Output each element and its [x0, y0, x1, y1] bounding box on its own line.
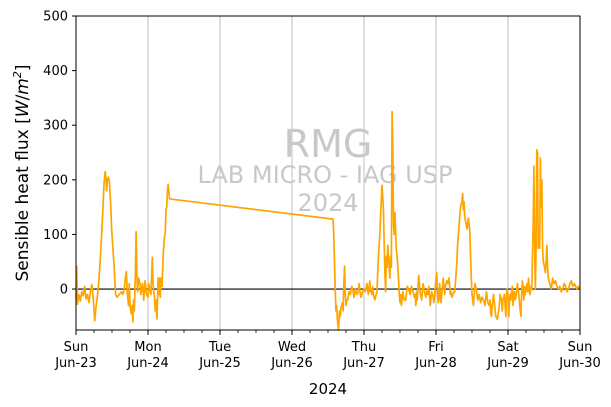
x-tick-date: Jun-29 — [486, 356, 529, 371]
y-tick-label: 500 — [43, 10, 68, 25]
y-axis-label-unit-sep: / — [13, 94, 33, 100]
watermark: RMG LAB MICRO - IAG USP 2024 — [197, 122, 452, 217]
x-tick-day: Sat — [497, 340, 518, 355]
watermark-title: RMG — [284, 122, 373, 166]
watermark-year: 2024 — [297, 189, 358, 217]
series-line — [75, 110, 581, 331]
x-tick-day: Wed — [278, 340, 306, 355]
x-axis-label: 2024 — [309, 380, 347, 398]
y-axis-label-unit-m: m — [13, 78, 33, 95]
x-tick-date: Jun-30 — [558, 356, 601, 371]
y-tick-label: 100 — [43, 228, 68, 243]
y-axis-label-text: Sensible heat flux [ — [13, 117, 33, 281]
x-tick-day: Thu — [351, 340, 376, 355]
y-axis-label-unit-exponent: 2 — [11, 71, 24, 78]
x-tick-date: Jun-25 — [198, 356, 241, 371]
x-tick-date: Jun-24 — [126, 356, 169, 371]
y-tick-label: 300 — [43, 119, 68, 134]
x-tick-day: Sun — [568, 340, 593, 355]
x-tick-date: Jun-28 — [414, 356, 457, 371]
y-axis-label: Sensible heat flux [W/m2] — [11, 64, 33, 281]
y-axis-label-close: ] — [13, 64, 33, 71]
y-tick-label: 0 — [60, 283, 68, 298]
y-axis: 0 100 200 300 400 500 — [43, 10, 76, 298]
x-tick-day: Fri — [428, 340, 444, 355]
x-tick-date: Jun-23 — [54, 356, 97, 371]
x-tick-day: Mon — [134, 340, 161, 355]
x-tick-day: Sun — [64, 340, 89, 355]
x-tick-date: Jun-26 — [270, 356, 313, 371]
y-tick-label: 400 — [43, 64, 68, 79]
x-tick-day: Tue — [208, 340, 231, 355]
watermark-subtitle: LAB MICRO - IAG USP — [197, 161, 452, 189]
x-tick-date: Jun-27 — [342, 356, 385, 371]
y-tick-label: 200 — [43, 173, 68, 188]
y-axis-label-unit-w: W — [13, 99, 33, 117]
x-axis: SunJun-23MonJun-24TueJun-25WedJun-26ThuJ… — [54, 330, 601, 371]
